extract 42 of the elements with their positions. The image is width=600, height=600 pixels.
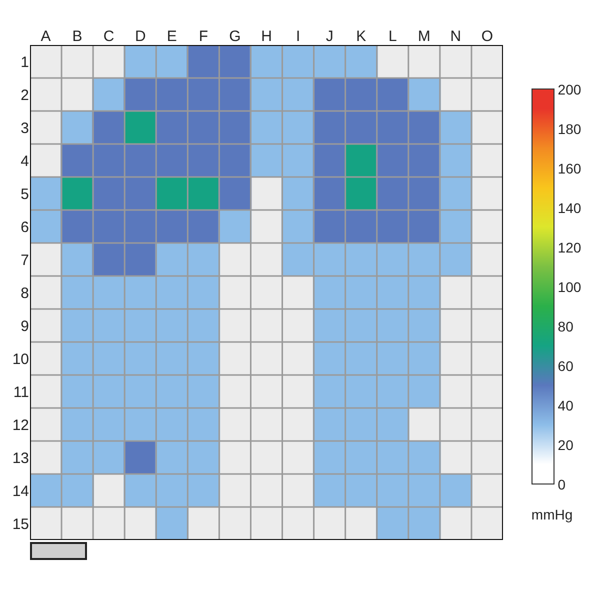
y-tick-label: 6 [20,218,29,236]
y-tick-label: 4 [20,152,29,170]
color-bar-label: 120 [558,239,582,256]
x-tick-label: G [229,28,241,45]
color-bar-title: mmHg [531,506,573,522]
color-bar-label: 40 [558,397,574,414]
y-tick-label: 9 [20,318,29,335]
color-bar-label: 160 [558,160,582,176]
y-tick-label: 13 [12,450,29,467]
y-tick-label: 8 [20,284,29,302]
x-tick-label: K [356,28,366,45]
y-tick-label: 5 [20,186,29,203]
color-bar-label: 60 [558,358,574,374]
y-tick-label: 7 [20,252,29,269]
x-tick-label: C [103,28,114,45]
y-tick-label: 15 [12,516,29,533]
x-tick-label: E [166,28,177,45]
x-tick-label: N [450,28,462,45]
x-tick-label: B [72,28,82,45]
color-bar-label: 180 [558,120,582,137]
y-tick-label: 2 [20,86,29,104]
x-tick-label: O [481,28,494,45]
y-tick-label: 1 [20,54,29,71]
y-tick-label: 11 [13,384,29,401]
y-tick-label: 12 [12,416,29,434]
x-tick-label: F [198,28,208,45]
color-bar-label: 0 [558,476,566,492]
x-tick-label: A [40,28,51,45]
y-tick-label: 3 [20,120,29,137]
color-bar-label: 100 [558,278,582,295]
x-tick-label: J [326,28,334,45]
color-bar-label: 140 [558,200,582,216]
color-bar-label: 200 [558,81,582,98]
x-tick-label: I [296,28,300,45]
y-tick-label: 14 [12,482,29,500]
color-bar-label: 20 [558,436,574,453]
y-tick-label: 10 [12,350,29,368]
color-bar-label: 80 [558,318,574,334]
x-tick-label: M [418,28,430,45]
x-tick-label: L [388,28,397,45]
x-tick-label: H [261,28,272,45]
x-tick-label: D [134,28,146,45]
